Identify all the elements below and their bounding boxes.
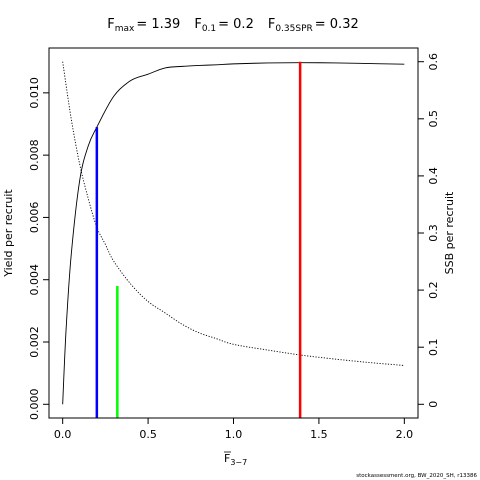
y-left-tick-label: 0.008 (28, 139, 41, 171)
y-right-tick-label: 0.3 (427, 224, 440, 242)
y-right-tick-label: 0.5 (427, 110, 440, 128)
y-axis-left-title: Yield per recruit (2, 189, 15, 278)
plot-frame (48, 47, 419, 419)
x-tick-label: 2.0 (396, 428, 414, 441)
yield-per-recruit-curve (62, 62, 405, 405)
plot-area (62, 61, 405, 418)
x-tick-label: 0.0 (54, 428, 72, 441)
y-axis-right-title: SSB per recruit (443, 191, 456, 274)
y-axis-left: 0.000 0.002 0.004 0.006 0.008 0.010 (28, 77, 49, 420)
y-right-tick-label: 0.2 (427, 281, 440, 299)
svg-text:F3−7: F3−7 (224, 452, 247, 467)
y-right-tick-label: 0.1 (427, 338, 440, 356)
y-left-tick-label: 0.004 (28, 264, 41, 296)
x-tick-label: 1.0 (225, 428, 243, 441)
y-left-tick-label: 0.002 (28, 326, 41, 358)
chart-title-text: Fmax = 1.39 F0.1 = 0.2 F0.35SPR = 0.32 (107, 17, 359, 34)
y-left-tick-label: 0.000 (28, 389, 41, 421)
y-left-tick-label: 0.010 (28, 77, 41, 109)
x-tick-label: 1.5 (310, 428, 328, 441)
y-right-tick-label: 0 (427, 401, 440, 408)
footer-credit: stockassessment.org, BW_2020_SH, r13386 (356, 473, 477, 479)
x-axis: 0.0 0.5 1.0 1.5 2.0 (54, 418, 413, 441)
ssb-per-recruit-curve (62, 61, 405, 366)
y-left-tick-label: 0.006 (28, 202, 41, 234)
y-right-tick-label: 0.6 (427, 53, 440, 71)
x-tick-label: 0.5 (139, 428, 157, 441)
y-right-tick-label: 0.4 (427, 167, 440, 185)
x-axis-title: F3−7 (224, 451, 247, 467)
y-axis-right: 0 0.1 0.2 0.3 0.4 0.5 0.6 (418, 53, 440, 408)
